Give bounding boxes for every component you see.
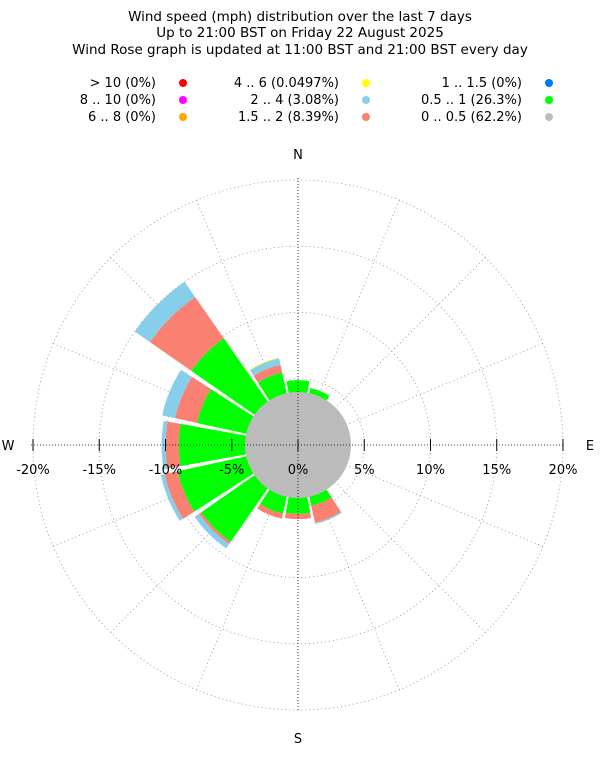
chart-title-line-1: Wind speed (mph) distribution over the l… (128, 9, 472, 25)
compass-label-w: W (2, 439, 15, 454)
x-tick-label: 5% (354, 463, 375, 478)
wind-rose-segment (284, 512, 312, 520)
legend-color-dot (362, 96, 370, 104)
wind-rose-segment (198, 512, 231, 545)
legend-entry: 4 .. 6 (0.0497%) (200, 76, 339, 92)
wind-rose-segment (257, 504, 284, 519)
wind-rose-segment (175, 376, 212, 423)
wind-rose-bars (134, 281, 351, 549)
wind-rose-segment (150, 297, 224, 371)
compass-label-s: S (294, 732, 302, 747)
x-tick-label: 10% (416, 463, 445, 478)
legend-label: 6 .. 8 (0%) (88, 110, 156, 125)
legend-label: 4 .. 6 (0.0497%) (233, 76, 339, 91)
legend-entry: > 10 (0%) (40, 76, 156, 92)
legend-color-dot (545, 113, 553, 121)
wind-rose-segment (162, 369, 193, 419)
wind-rose-segment (194, 513, 230, 549)
legend-entry: 6 .. 8 (0%) (40, 110, 156, 126)
legend-color-dot (179, 96, 187, 104)
legend-label: 8 .. 10 (0%) (79, 93, 156, 108)
wind-rose-segment (250, 358, 281, 376)
wind-rose-segment (165, 421, 181, 469)
legend-color-dot (179, 113, 187, 121)
wind-rose-segment (164, 471, 195, 519)
chart-title-line-2: Up to 21:00 BST on Friday 22 August 2025 (156, 25, 444, 41)
wind-rose-segment (160, 474, 184, 521)
legend-color-dot (179, 79, 187, 87)
x-tick-label: -10% (149, 463, 183, 478)
legend-color-dot (362, 113, 370, 121)
legend-entry: 1.5 .. 2 (8.39%) (200, 110, 339, 126)
x-tick-label: 20% (549, 463, 578, 478)
legend-label: 1.5 .. 2 (8.39%) (237, 110, 339, 125)
legend-label: > 10 (0%) (89, 76, 156, 91)
legend-color-dot (545, 96, 553, 104)
x-tick-label: 15% (482, 463, 511, 478)
x-tick-label: 0% (288, 463, 309, 478)
legend-color-dot (545, 79, 553, 87)
wind-rose-segment (249, 357, 280, 371)
x-tick-label: -20% (16, 463, 50, 478)
legend-entry: 8 .. 10 (0%) (40, 93, 156, 109)
legend-label: 0 .. 0.5 (62.2%) (420, 110, 522, 125)
wind-rose-segment (134, 281, 196, 343)
wind-rose-segment (314, 511, 342, 524)
legend-label: 0.5 .. 1 (26.3%) (420, 93, 522, 108)
wind-rose-segment (253, 364, 283, 383)
legend-color-dot (362, 79, 370, 87)
legend-entry: 0 .. 0.5 (62.2%) (380, 110, 522, 126)
legend-label: 2 .. 4 (3.08%) (250, 93, 339, 108)
x-tick-label: -5% (219, 463, 244, 478)
wind-rose-segment (311, 497, 341, 523)
x-tick-label: -15% (82, 463, 116, 478)
axes: N S W E -20% -15% -10% -5% 0% 5% 10% 15% 20% (2, 148, 595, 747)
wind-rose-segment (161, 420, 168, 470)
legend-entry: 0.5 .. 1 (26.3%) (380, 93, 522, 109)
compass-label-n: N (293, 148, 303, 163)
legend-label: 1 .. 1.5 (0%) (441, 76, 522, 91)
compass-label-e: E (586, 439, 594, 454)
legend-entry: 2 .. 4 (3.08%) (200, 93, 339, 109)
legend-entry: 1 .. 1.5 (0%) (380, 76, 522, 92)
chart-title-line-3: Wind Rose graph is updated at 11:00 BST … (72, 42, 528, 58)
